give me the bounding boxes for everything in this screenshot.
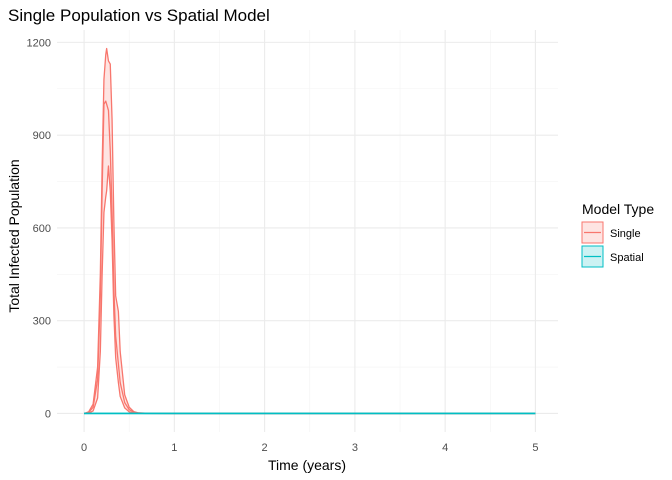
- x-axis-title: Time (years): [268, 457, 346, 473]
- y-tick-label: 1200: [27, 37, 51, 49]
- y-tick-label: 300: [33, 316, 51, 328]
- y-tick-label: 600: [33, 223, 51, 235]
- legend-label-single: Single: [610, 228, 641, 240]
- legend-label-spatial: Spatial: [610, 252, 644, 264]
- legend: Model Type Single Spatial: [581, 201, 654, 268]
- legend-title: Model Type: [582, 201, 654, 217]
- y-tick-label: 900: [33, 130, 51, 142]
- x-tick-label: 0: [81, 442, 87, 454]
- y-axis-title: Total Infected Population: [6, 159, 22, 312]
- plot-series: [83, 47, 536, 415]
- y-tick-label: 0: [45, 408, 51, 420]
- x-axis-ticks: 0 1 2 3 4 5: [81, 442, 538, 454]
- x-tick-label: 1: [171, 442, 177, 454]
- x-tick-label: 3: [352, 442, 358, 454]
- y-axis-ticks: 0 300 600 900 1200: [27, 37, 51, 420]
- x-tick-label: 5: [532, 442, 538, 454]
- x-tick-label: 4: [442, 442, 448, 454]
- plot-grid: [57, 30, 558, 432]
- x-tick-label: 2: [262, 442, 268, 454]
- chart-title: Single Population vs Spatial Model: [8, 6, 270, 25]
